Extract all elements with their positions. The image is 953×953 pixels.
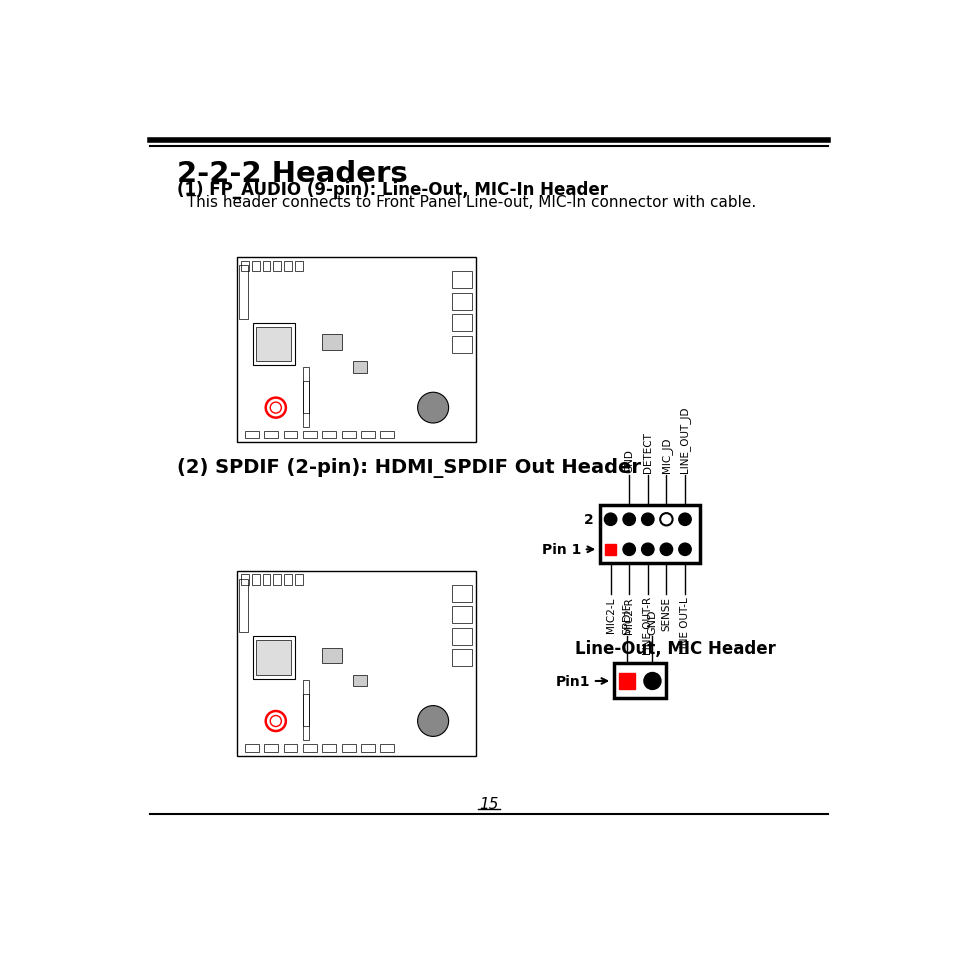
Bar — [241, 575, 249, 585]
Bar — [604, 544, 616, 555]
Circle shape — [622, 514, 635, 526]
Text: GND: GND — [623, 449, 634, 473]
Text: GND: GND — [647, 609, 657, 635]
Bar — [245, 432, 258, 439]
Bar — [452, 294, 472, 311]
Circle shape — [417, 706, 448, 737]
Bar — [253, 637, 294, 679]
Bar — [294, 261, 303, 272]
Bar — [353, 675, 367, 687]
Bar — [238, 266, 248, 320]
Bar — [264, 432, 278, 439]
Bar — [322, 648, 341, 663]
Bar — [283, 744, 297, 752]
Text: 2-2-2 Headers: 2-2-2 Headers — [177, 160, 408, 188]
Circle shape — [659, 514, 672, 526]
Text: (2) SPDIF (2-pin): HDMI_SPDIF Out Header: (2) SPDIF (2-pin): HDMI_SPDIF Out Header — [177, 457, 640, 477]
Bar — [303, 680, 309, 726]
Text: DETECT: DETECT — [642, 432, 652, 473]
Bar — [322, 744, 335, 752]
Bar — [452, 650, 472, 667]
Bar — [322, 335, 341, 351]
Bar — [274, 261, 281, 272]
Bar — [245, 744, 258, 752]
Text: Line-Out, MIC Header: Line-Out, MIC Header — [575, 639, 775, 657]
Bar — [599, 506, 700, 563]
Circle shape — [679, 543, 691, 556]
Bar — [303, 432, 316, 439]
Bar — [303, 368, 309, 414]
Bar — [284, 261, 292, 272]
Bar — [613, 663, 666, 699]
Bar — [452, 315, 472, 332]
Bar — [252, 575, 259, 585]
Bar — [360, 432, 375, 439]
Text: MIC_JD: MIC_JD — [660, 437, 671, 473]
Bar — [380, 744, 394, 752]
Text: LINE OUT-L: LINE OUT-L — [679, 597, 689, 654]
Text: SPDIF: SPDIF — [621, 602, 631, 635]
Bar — [360, 744, 375, 752]
Text: 2: 2 — [583, 513, 593, 527]
Bar — [452, 272, 472, 289]
Bar — [452, 585, 472, 602]
Bar — [262, 261, 270, 272]
Bar — [322, 432, 335, 439]
Bar — [452, 607, 472, 623]
Text: MIC2-R: MIC2-R — [623, 597, 634, 634]
Bar — [303, 744, 316, 752]
Bar — [294, 575, 303, 585]
Circle shape — [604, 514, 617, 526]
Text: This header connects to Front Panel Line-out, MIC-In connector with cable.: This header connects to Front Panel Line… — [177, 195, 756, 210]
Text: MIC2-L: MIC2-L — [605, 597, 615, 632]
Bar — [353, 362, 367, 374]
Circle shape — [679, 514, 691, 526]
Bar — [236, 258, 476, 443]
Text: LINE OUT-R: LINE OUT-R — [642, 597, 652, 655]
Bar — [253, 324, 294, 366]
Circle shape — [641, 543, 654, 556]
Circle shape — [622, 543, 635, 556]
Text: 15: 15 — [478, 796, 498, 811]
Bar — [380, 432, 394, 439]
Bar — [341, 744, 355, 752]
Bar — [303, 695, 309, 740]
Circle shape — [641, 514, 654, 526]
Circle shape — [659, 543, 672, 556]
Bar — [284, 575, 292, 585]
Bar — [238, 579, 248, 633]
Bar — [303, 381, 309, 428]
Text: SENSE: SENSE — [660, 597, 671, 631]
Bar — [256, 328, 291, 362]
Bar — [264, 744, 278, 752]
Text: Pin 1: Pin 1 — [541, 542, 593, 557]
Bar — [252, 261, 259, 272]
Text: (1) FP_AUDIO (9-pin): Line-Out, MIC-In Header: (1) FP_AUDIO (9-pin): Line-Out, MIC-In H… — [177, 181, 608, 199]
Bar — [262, 575, 270, 585]
Bar — [341, 432, 355, 439]
Bar — [256, 640, 291, 675]
Text: Pin1: Pin1 — [555, 675, 606, 688]
Bar — [236, 571, 476, 756]
Circle shape — [643, 673, 660, 690]
Circle shape — [417, 393, 448, 423]
Bar — [241, 261, 249, 272]
Bar — [274, 575, 281, 585]
Bar — [618, 674, 634, 689]
Bar — [452, 628, 472, 645]
Bar — [452, 336, 472, 354]
Text: LINE_OUT_JD: LINE_OUT_JD — [679, 406, 690, 473]
Bar — [283, 432, 297, 439]
